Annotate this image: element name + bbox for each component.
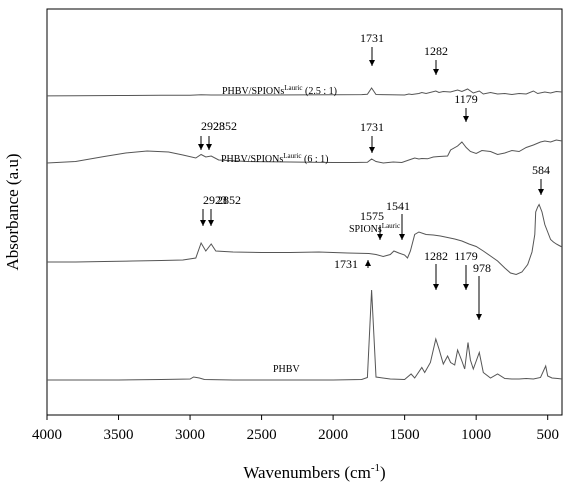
peak-label: 1731: [360, 120, 384, 134]
peak-arrow-head: [369, 60, 375, 66]
peak-label: 1179: [454, 92, 478, 106]
peak-arrow-head: [433, 69, 439, 75]
peak-label: 2852: [217, 193, 241, 207]
peak-label: 1731: [360, 31, 384, 45]
spectrum-line: [46, 139, 563, 164]
x-tick-label: 2500: [247, 427, 277, 443]
peak-label: 584: [532, 163, 550, 177]
peak-arrow-head: [399, 234, 405, 240]
peak-label: 978: [473, 261, 491, 275]
peak-label: 1541: [386, 199, 410, 213]
spectrum-line: [46, 87, 563, 97]
x-tick-label: 3500: [104, 427, 134, 443]
peak-arrow-head: [200, 220, 206, 226]
peak-label: 1179: [454, 249, 478, 263]
peak-arrow-head: [206, 144, 212, 150]
spectra: [46, 87, 563, 381]
peak-arrow-head: [198, 144, 204, 150]
x-tick-label: 1000: [461, 427, 491, 443]
peak-arrow-head: [538, 189, 544, 195]
x-tick-label: 2000: [318, 427, 348, 443]
peak-arrow-head: [208, 220, 214, 226]
series-labels: PHBV/SPIONsLauric (2.5 : 1) PHBV/SPIONsLa…: [221, 84, 400, 375]
series-label: PHBV/SPIONsLauric (6 : 1): [221, 152, 328, 165]
y-axis-label: Absorbance (a.u): [3, 153, 22, 270]
peak-label: 1282: [424, 44, 448, 58]
series-label: PHBV/SPIONsLauric (2.5 : 1): [222, 84, 337, 97]
peak-label: 1282: [424, 249, 448, 263]
spectrum-line: [47, 203, 563, 276]
peak-arrow-head: [377, 234, 383, 240]
series-label: PHBV: [273, 364, 300, 375]
peak-arrow-head: [463, 116, 469, 122]
x-tick-label: 4000: [32, 427, 62, 443]
peak-arrow-head: [369, 147, 375, 153]
peak-label: 2923: [201, 119, 225, 133]
plot-frame: [46, 8, 563, 416]
peak-arrow-head: [463, 284, 469, 290]
peak-arrow-head: [365, 260, 371, 266]
peak-label: 2923: [203, 193, 227, 207]
peak-arrow-head: [476, 314, 482, 320]
x-tick-label: 500: [536, 427, 559, 443]
spectrum-line: [47, 289, 563, 381]
peak-label: 1575: [360, 209, 384, 223]
x-axis-label: Wavenumbers (cm-1): [243, 462, 385, 482]
x-tick-label: 3000: [175, 427, 205, 443]
peak-label: 2852: [213, 119, 237, 133]
peak-arrow-head: [433, 284, 439, 290]
x-tick-label: 1500: [390, 427, 420, 443]
x-axis-ticks: 4000 3500 3000 2500 2000 1500 1000 500: [32, 415, 559, 443]
series-label: SPIONsLauric: [349, 222, 400, 235]
peak-label: 1731: [334, 257, 358, 271]
